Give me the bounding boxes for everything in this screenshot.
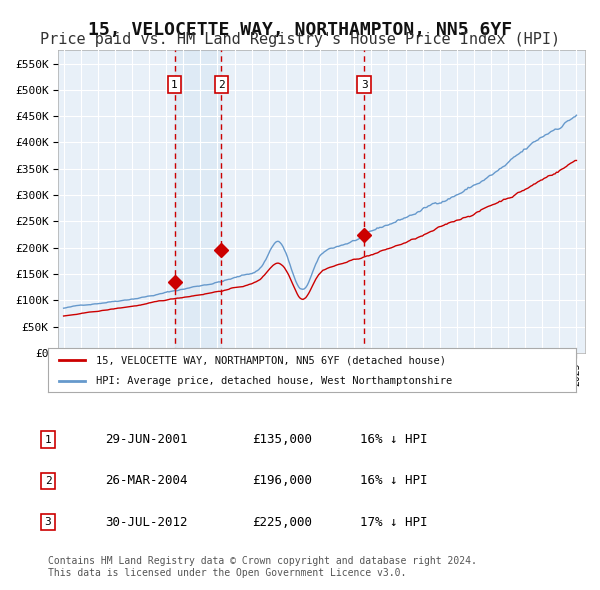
Text: HPI: Average price, detached house, West Northamptonshire: HPI: Average price, detached house, West… (95, 376, 452, 386)
Text: 15, VELOCETTE WAY, NORTHAMPTON, NN5 6YF: 15, VELOCETTE WAY, NORTHAMPTON, NN5 6YF (88, 21, 512, 39)
Text: 17% ↓ HPI: 17% ↓ HPI (360, 516, 427, 529)
Text: 15, VELOCETTE WAY, NORTHAMPTON, NN5 6YF (detached house): 15, VELOCETTE WAY, NORTHAMPTON, NN5 6YF … (95, 356, 446, 365)
Text: £135,000: £135,000 (252, 433, 312, 446)
Text: 16% ↓ HPI: 16% ↓ HPI (360, 474, 427, 487)
Bar (175, 50, 221, 353)
Text: £196,000: £196,000 (252, 474, 312, 487)
Text: 29-JUN-2001: 29-JUN-2001 (105, 433, 187, 446)
Text: 1: 1 (171, 80, 178, 90)
Text: This data is licensed under the Open Government Licence v3.0.: This data is licensed under the Open Gov… (48, 568, 406, 578)
Text: £225,000: £225,000 (252, 516, 312, 529)
Text: Price paid vs. HM Land Registry's House Price Index (HPI): Price paid vs. HM Land Registry's House … (40, 32, 560, 47)
Text: 2: 2 (44, 476, 52, 486)
Text: 30-JUL-2012: 30-JUL-2012 (105, 516, 187, 529)
Text: 2: 2 (218, 80, 225, 90)
Text: 3: 3 (361, 80, 368, 90)
Text: 26-MAR-2004: 26-MAR-2004 (105, 474, 187, 487)
Text: 1: 1 (44, 435, 52, 444)
Text: Contains HM Land Registry data © Crown copyright and database right 2024.: Contains HM Land Registry data © Crown c… (48, 556, 477, 566)
Text: 16% ↓ HPI: 16% ↓ HPI (360, 433, 427, 446)
Text: 3: 3 (44, 517, 52, 527)
